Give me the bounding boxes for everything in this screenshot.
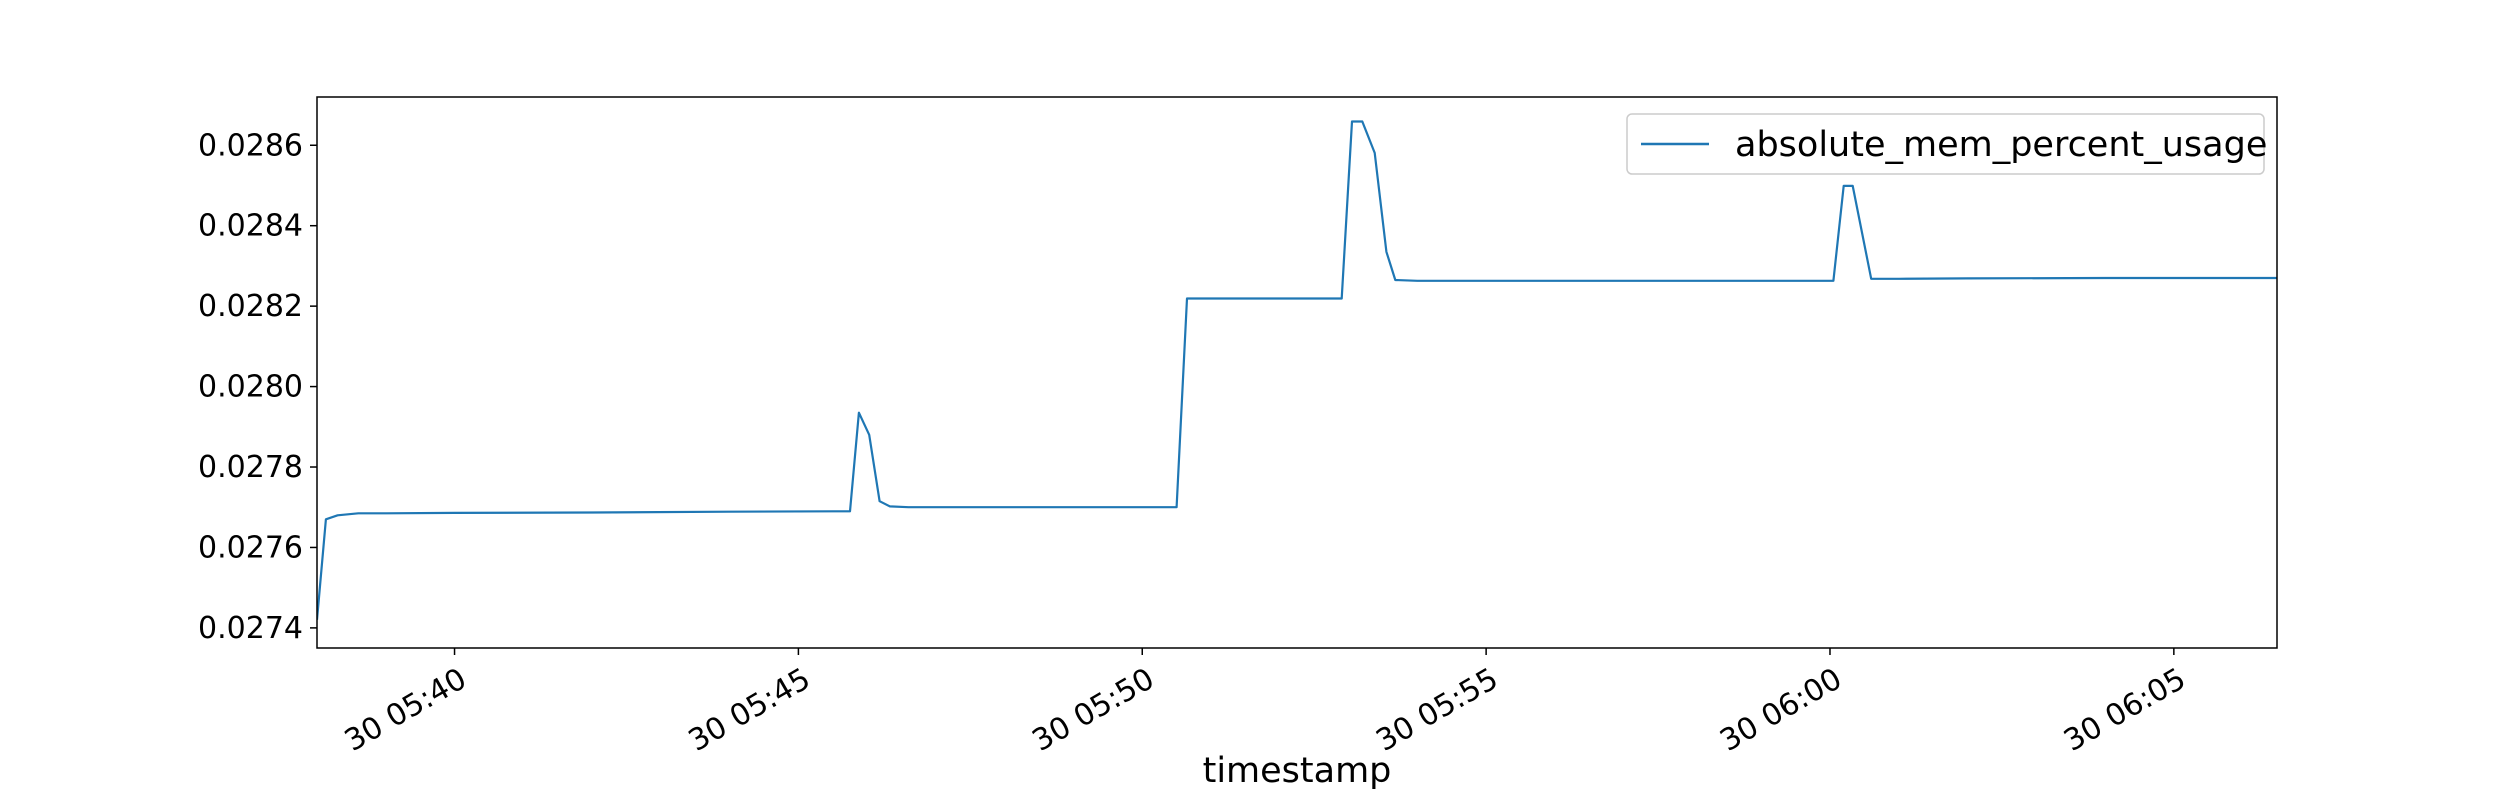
legend-box (1626, 113, 2265, 175)
series-layer (317, 120, 2277, 620)
series-line-absolute_mem_percent_usage (317, 120, 2277, 620)
x-axis-label: timestamp (1203, 751, 1392, 791)
y-tick-label: 0.0276 (198, 530, 303, 565)
y-tick-label: 0.0286 (198, 128, 303, 163)
y-tick-label: 0.0282 (198, 289, 303, 324)
y-tick-label: 0.0284 (198, 209, 303, 244)
legend-entry-label: absolute_mem_percent_usage (1735, 125, 2267, 165)
legend: absolute_mem_percent_usage (1626, 113, 2267, 175)
y-tick-label: 0.0274 (198, 611, 303, 646)
y-tick-label: 0.0278 (198, 450, 303, 485)
axes-frame (316, 96, 2278, 649)
y-tick-label: 0.0280 (198, 370, 303, 405)
